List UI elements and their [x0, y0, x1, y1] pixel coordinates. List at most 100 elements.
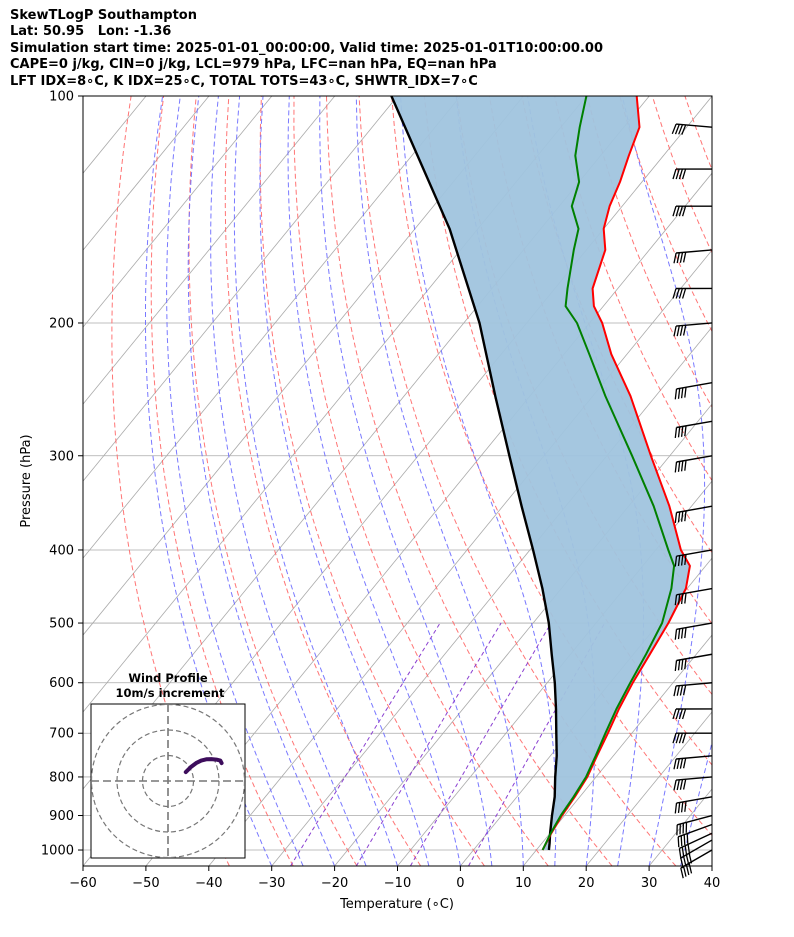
wind-barb-shaft	[677, 814, 713, 826]
dry-adiabat-line	[326, 96, 613, 866]
location-line: Lat: 50.95 Lon: -1.36	[10, 24, 172, 40]
dry-adiabat-line	[783, 96, 794, 866]
wind-barb	[672, 168, 713, 180]
title-line: SkewTLogP Southampton	[10, 8, 197, 23]
dry-adiabat-line	[188, 96, 358, 866]
stability-line: CAPE=0 j/kg, CIN=0 j/kg, LCL=979 hPa, LF…	[10, 57, 497, 73]
x-tick-label: −30	[258, 876, 285, 891]
wind-barb-flag	[678, 733, 684, 744]
wind-barb-flag	[676, 252, 680, 264]
wind-barb-flag	[677, 426, 681, 438]
wind-barb-flag	[684, 593, 687, 604]
wind-barb-flag	[684, 845, 688, 857]
y-axis-ticks: 100 200 300 400 500 600 700 800 900 1000	[41, 90, 83, 859]
wind-barb-flag	[679, 758, 684, 769]
moist-adiabat-line	[400, 96, 557, 866]
isotherm-line	[83, 96, 273, 328]
wind-barb	[674, 549, 713, 567]
wind-barb-flag	[682, 856, 687, 867]
wind-barb	[672, 205, 713, 217]
index-line: LFT IDX=8∘C, K IDX=25∘C, TOTAL TOTS=43∘C…	[10, 73, 478, 89]
wind-barb-flag	[680, 628, 684, 639]
wind-barb-flag	[674, 660, 678, 671]
wind-barb-flag	[678, 124, 684, 135]
wind-barb-flag	[681, 124, 687, 135]
hodograph-ring	[91, 704, 245, 858]
isotherm-line	[83, 96, 461, 559]
y-tick-label: 100	[49, 90, 74, 105]
wind-barb-flag	[678, 168, 684, 180]
wind-barb	[674, 587, 713, 606]
wind-barb-flag	[674, 803, 678, 814]
wind-barb-flag	[688, 853, 693, 864]
isotherm-line	[397, 480, 712, 866]
wind-barb-flag	[680, 867, 684, 879]
wind-barb-shaft	[676, 682, 713, 687]
wind-barb-flag	[678, 206, 684, 217]
isotherm-line	[711, 865, 712, 866]
wind-barb-flag	[677, 555, 681, 567]
wind-barb-flag	[684, 425, 687, 437]
wind-barb-flag	[681, 288, 687, 299]
moist-adiabat-line	[621, 96, 706, 866]
x-tick-label: −50	[132, 876, 159, 891]
wind-barb-flag	[684, 460, 687, 471]
wind-barb-flag	[680, 426, 684, 437]
x-tick-label: −20	[321, 876, 348, 891]
wind-barb-flag	[680, 555, 684, 566]
moist-adiabat-line	[187, 96, 336, 866]
wind-barb	[677, 823, 713, 848]
dry-adiabat-line	[718, 96, 794, 866]
x-axis-ticks: −60 −50 −40 −30 −20 −10 0 10 20 30 40	[69, 866, 720, 891]
x-axis-label: Temperature (∘C)	[339, 897, 454, 912]
wind-barb-flag	[674, 629, 678, 640]
wind-barb	[674, 796, 713, 814]
wind-barb	[678, 832, 713, 859]
wind-barb-flag	[682, 757, 687, 769]
wind-barb-flag	[674, 556, 678, 567]
x-tick-label: 10	[515, 876, 532, 891]
y-tick-label: 400	[49, 543, 74, 558]
wind-barb-flag	[680, 387, 684, 399]
wind-barb-flag	[681, 168, 687, 180]
isotherm-line	[83, 96, 336, 405]
wind-barb-flag	[674, 461, 678, 473]
wind-barb-shaft	[676, 622, 713, 630]
wind-barb-flag	[674, 512, 678, 523]
wind-barb-flag	[672, 288, 677, 299]
wind-barb-flag	[673, 779, 677, 791]
wind-barb-flag	[683, 834, 686, 846]
wind-barb-flag	[684, 801, 687, 812]
wind-barb-flag	[685, 854, 690, 866]
dry-adiabat-line	[684, 96, 712, 171]
dry-adiabat-line	[224, 96, 422, 866]
moist-adiabat-line	[319, 96, 493, 866]
wind-barb	[672, 708, 713, 720]
wind-barb-flag	[676, 685, 680, 696]
wind-barb-flag	[672, 733, 677, 744]
dry-adiabat-line	[750, 96, 794, 866]
parcel-profile-line	[390, 96, 558, 851]
x-tick-label: 0	[456, 876, 464, 891]
x-tick-label: 30	[641, 876, 658, 891]
wind-barb-flag	[681, 733, 687, 744]
wind-barb-flag	[673, 685, 677, 697]
moist-adiabat-line	[355, 96, 524, 866]
wind-barb-flag	[677, 388, 681, 399]
wind-barb-shaft	[676, 322, 713, 327]
moist-adiabat-line	[680, 740, 712, 866]
hodograph-trace	[183, 757, 224, 775]
wind-barb-flag	[674, 124, 680, 135]
wind-barb-flag	[679, 252, 684, 263]
wind-barb-shaft	[676, 505, 713, 514]
wind-barb-flag	[677, 836, 680, 848]
isotherm-line	[648, 788, 712, 866]
wind-barb	[674, 622, 713, 640]
temperature-profile-line	[541, 96, 691, 851]
dewpoint-profile-line	[541, 96, 676, 851]
wind-barb-shaft	[676, 796, 713, 804]
wind-barb-flag	[682, 252, 687, 263]
wind-barb-flag	[672, 708, 677, 720]
wind-barb-flag	[677, 659, 681, 671]
